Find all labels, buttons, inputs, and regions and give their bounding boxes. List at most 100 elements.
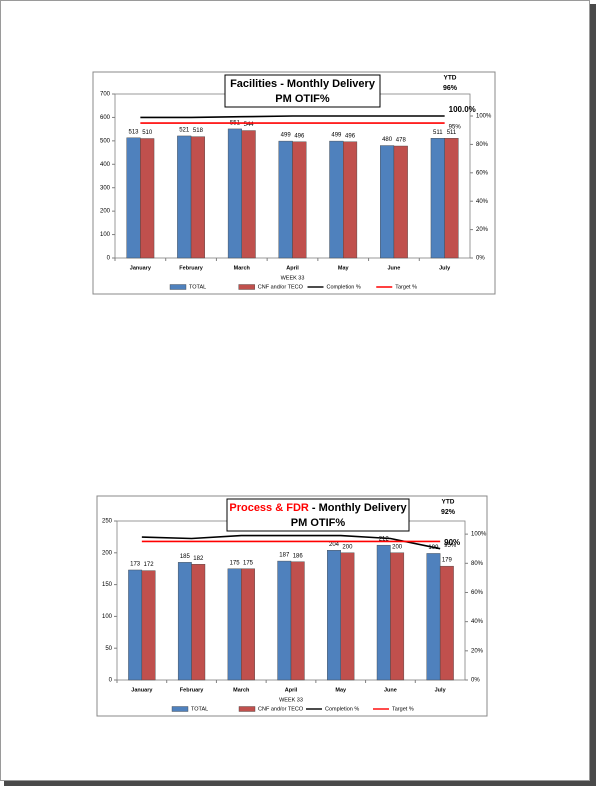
ytd-value: 96% [443, 85, 458, 92]
legend-swatch [238, 284, 255, 290]
legend-label: CNF and/or TECO [258, 706, 304, 712]
y2-tick-label: 60% [476, 170, 489, 176]
bar-value-label: 212 [379, 537, 390, 543]
bar [430, 138, 445, 259]
x-tick-label: April [286, 265, 299, 271]
y2-tick-label: 40% [471, 619, 484, 625]
bar-value-label: 510 [142, 130, 153, 136]
line-value-label: 95% [449, 125, 462, 131]
bar-value-label: 182 [193, 556, 204, 562]
legend-label: Completion % [325, 706, 359, 712]
bar [292, 141, 307, 259]
y-tick-label: 50 [105, 646, 112, 652]
bar-value-label: 511 [433, 130, 443, 136]
bar-value-label: 496 [345, 133, 356, 139]
y-tick-label: 500 [100, 138, 111, 144]
legend-label: Completion % [327, 284, 361, 290]
y-tick-label: 600 [100, 115, 111, 121]
bar [177, 135, 192, 259]
bar [343, 141, 358, 259]
bar [426, 553, 441, 681]
x-tick-label: June [384, 687, 397, 693]
x-tick-label: July [435, 687, 447, 693]
bar [126, 137, 141, 259]
y-tick-label: 250 [102, 519, 113, 525]
legend-label: TOTAL [191, 706, 208, 712]
chart-title: Facilities - Monthly Delivery [230, 78, 376, 90]
y-tick-label: 200 [100, 209, 111, 215]
title-box [226, 498, 410, 532]
bar-value-label: 511 [447, 130, 457, 136]
y2-tick-label: 20% [476, 227, 489, 233]
bar-value-label: 173 [130, 562, 141, 568]
bar-value-label: 175 [230, 560, 241, 566]
y-tick-label: 150 [102, 582, 113, 588]
y2-tick-label: 100% [471, 532, 487, 538]
bar [128, 569, 143, 681]
bar [278, 140, 293, 259]
x-tick-label: June [388, 265, 401, 271]
legend-label: Target % [395, 284, 417, 290]
line-series [140, 115, 445, 119]
bar-value-label: 186 [293, 553, 304, 559]
page-shadow-bottom [4, 781, 596, 786]
line-value-label: 95% [444, 543, 457, 549]
bar-value-label: 521 [179, 128, 190, 134]
legend-swatch [169, 284, 187, 290]
x-tick-label: April [285, 687, 298, 693]
x-tick-label: March [234, 265, 251, 271]
x-tick-label: February [180, 687, 204, 693]
x-axis-title: WEEK 33 [279, 697, 303, 703]
bar-value-label: 185 [180, 554, 191, 560]
page-shadow-right [590, 4, 596, 786]
chart: 0 50 100 150 200 250 0% 20% 40% 60% 80% 100% January… [96, 495, 488, 717]
x-tick-label: January [131, 687, 153, 693]
y2-tick-label: 100% [476, 114, 492, 120]
bar [439, 565, 454, 681]
bar-value-label: 172 [144, 562, 155, 568]
y2-tick-label: 20% [471, 648, 484, 654]
chart-subtitle: PM OTIF% [291, 517, 346, 529]
bar [376, 544, 391, 681]
bar [329, 140, 344, 259]
y2-tick-label: 60% [471, 590, 484, 596]
x-tick-label: March [233, 687, 250, 693]
bar [393, 145, 408, 259]
title-box [224, 74, 381, 108]
y-tick-label: 400 [100, 162, 111, 168]
y-tick-label: 700 [100, 92, 111, 98]
x-tick-label: May [338, 265, 350, 271]
ytd-label: YTD [442, 499, 455, 506]
bar [190, 136, 205, 259]
bar [327, 550, 341, 681]
chart: 0 100 200 300 400 500 600 700 0% 20% 40% 60% 80% 100%… [92, 71, 496, 295]
legend-swatch [171, 706, 189, 712]
y2-tick-label: 40% [476, 199, 489, 205]
y2-tick-label: 0% [476, 256, 485, 262]
line-series [141, 534, 441, 550]
bar [340, 552, 355, 681]
bar [380, 145, 395, 259]
legend-label: CNF and/or TECO [258, 284, 304, 290]
bar-value-label: 544 [244, 122, 255, 128]
bar [444, 138, 459, 259]
bar [191, 564, 206, 681]
legend-label: Target % [392, 706, 414, 712]
bar [241, 568, 255, 681]
bar [390, 552, 405, 681]
bar [227, 128, 242, 259]
title-part: Process & FDR [229, 502, 309, 514]
y-tick-label: 300 [100, 185, 111, 191]
bar-value-label: 496 [294, 133, 305, 139]
legend-swatch [238, 706, 256, 712]
bar-value-label: 200 [392, 544, 403, 550]
bar-value-label: 175 [243, 560, 254, 566]
ytd-label: YTD [444, 75, 457, 82]
y2-tick-label: 80% [476, 142, 489, 148]
y2-tick-label: 80% [471, 561, 484, 567]
bar [290, 561, 305, 681]
legend-label: TOTAL [189, 284, 206, 290]
chart-subtitle: PM OTIF% [275, 93, 330, 105]
y-tick-label: 100 [100, 232, 111, 238]
